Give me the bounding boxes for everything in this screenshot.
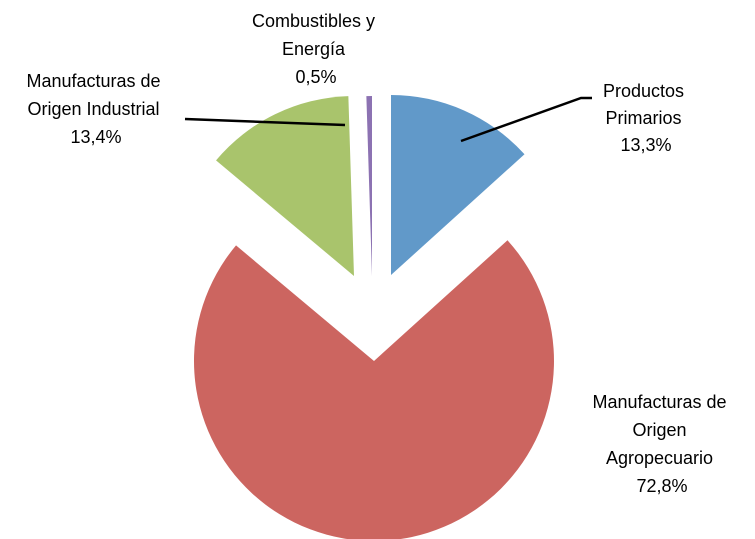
pie-slice-productos-primarios bbox=[391, 95, 525, 275]
leader-line-manufacturas-origen-industrial bbox=[184, 117, 346, 127]
pie-slice-manufacturas-de-origen-industrial bbox=[216, 96, 354, 276]
slice-label-manufacturas-origen-industrial: Manufacturas de Origen Industrial 13,4% bbox=[26, 71, 165, 147]
slice-labels: Productos Primarios 13,3% Manufacturas d… bbox=[26, 11, 731, 496]
slice-label-manufacturas-origen-agropecuario: Manufacturas de Origen Agropecuario 72,8… bbox=[592, 392, 731, 496]
slice-value-manufacturas-origen-industrial: 13,4% bbox=[70, 127, 121, 147]
slice-value-productos-primarios: 13,3% bbox=[620, 135, 671, 155]
slice-value-combustibles-y-energia: 0,5% bbox=[295, 67, 336, 87]
pie-slice-combustibles-y-energia bbox=[366, 96, 372, 276]
pie-slice-manufacturas-de-origen-agropecuario bbox=[194, 240, 554, 539]
slice-label-productos-primarios: Productos Primarios 13,3% bbox=[603, 81, 689, 155]
slice-label-combustibles-y-energia: Combustibles y Energía 0,5% bbox=[252, 11, 380, 87]
leader-lines bbox=[184, 96, 592, 143]
leader-line-productos-primarios bbox=[460, 96, 592, 143]
pie-slices bbox=[194, 95, 554, 539]
slice-value-manufacturas-origen-agropecuario: 72,8% bbox=[636, 476, 687, 496]
